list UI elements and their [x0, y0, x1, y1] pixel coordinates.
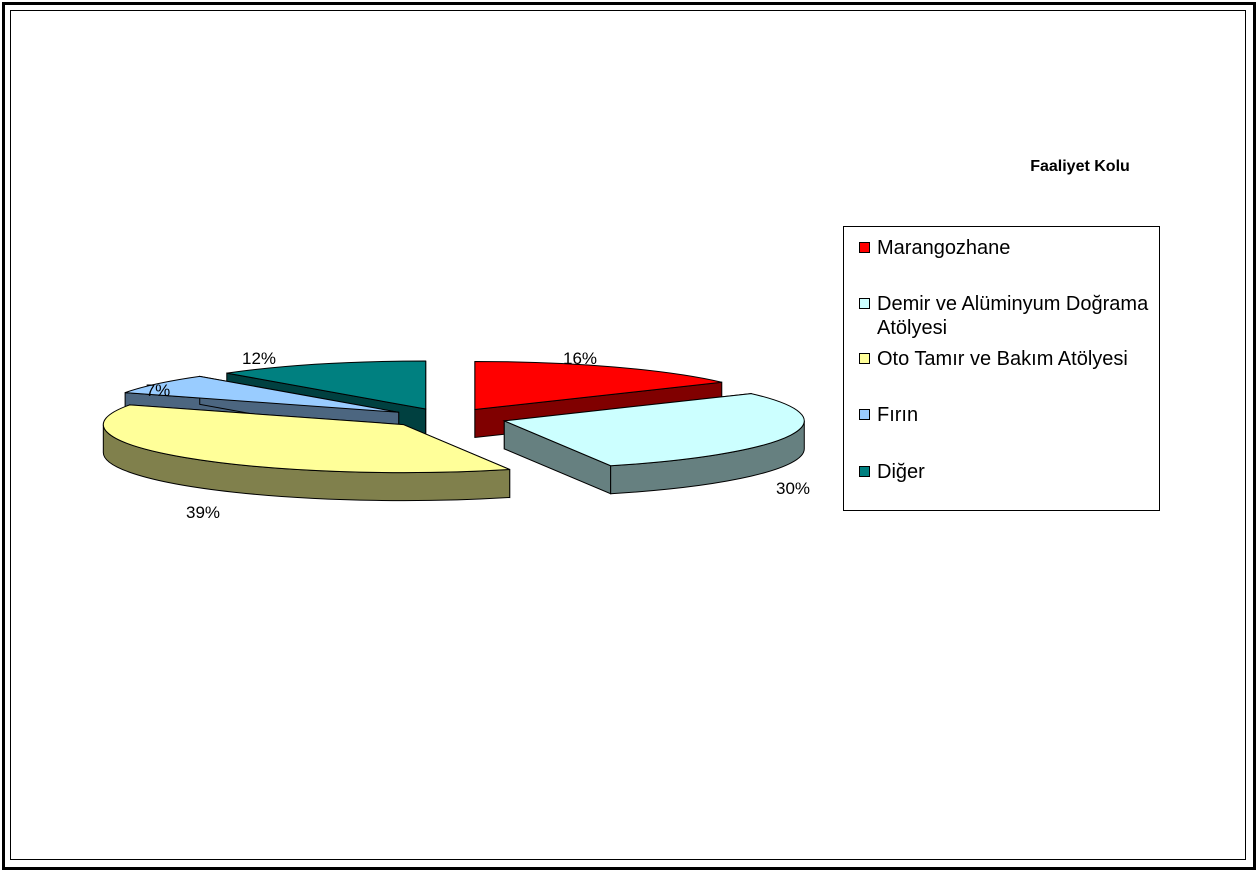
- slice-top-face: [502, 393, 805, 467]
- legend-item-diger: Diğer: [859, 460, 1157, 484]
- legend-label: Fırın: [877, 404, 919, 426]
- legend-swatch: [859, 298, 870, 309]
- legend-swatch: [859, 466, 870, 477]
- legend-label: Demir ve Alüminyum Doğrama Atölyesi: [877, 293, 1149, 339]
- legend: Marangozhane Demir ve Alüminyum Doğrama …: [843, 226, 1160, 511]
- data-label: 7%: [146, 381, 171, 400]
- slice-top-face: [102, 404, 510, 474]
- legend-item-demir-aluminyum: Demir ve Alüminyum Doğrama Atölyesi: [859, 292, 1157, 340]
- data-labels-group: 16% 30% 39% 7% 12%: [146, 349, 810, 522]
- legend-item-marangozhane: Marangozhane: [859, 236, 1157, 260]
- legend-swatch: [859, 353, 870, 364]
- legend-item-oto-tamir: Oto Tamır ve Bakım Atölyesi: [859, 347, 1157, 371]
- legend-item-firin: Fırın: [859, 403, 1157, 427]
- slice-top-face: [124, 375, 399, 413]
- data-label: 16%: [563, 349, 597, 368]
- legend-label: Oto Tamır ve Bakım Atölyesi: [877, 348, 1128, 370]
- data-label: 39%: [186, 503, 220, 522]
- slice-top-face: [474, 360, 722, 411]
- pie-slice-1: [502, 393, 805, 495]
- slice-top-face: [226, 360, 427, 410]
- pie-slice-2: [102, 404, 511, 502]
- legend-label: Diğer: [877, 461, 925, 483]
- data-label: 30%: [776, 479, 810, 498]
- inner-frame: [10, 10, 1246, 860]
- legend-swatch: [859, 242, 870, 253]
- legend-swatch: [859, 409, 870, 420]
- chart-title: Faaliyet Kolu: [1030, 158, 1130, 175]
- pie-slices-group: [102, 360, 805, 502]
- data-label: 12%: [242, 349, 276, 368]
- legend-label: Marangozhane: [877, 237, 1011, 259]
